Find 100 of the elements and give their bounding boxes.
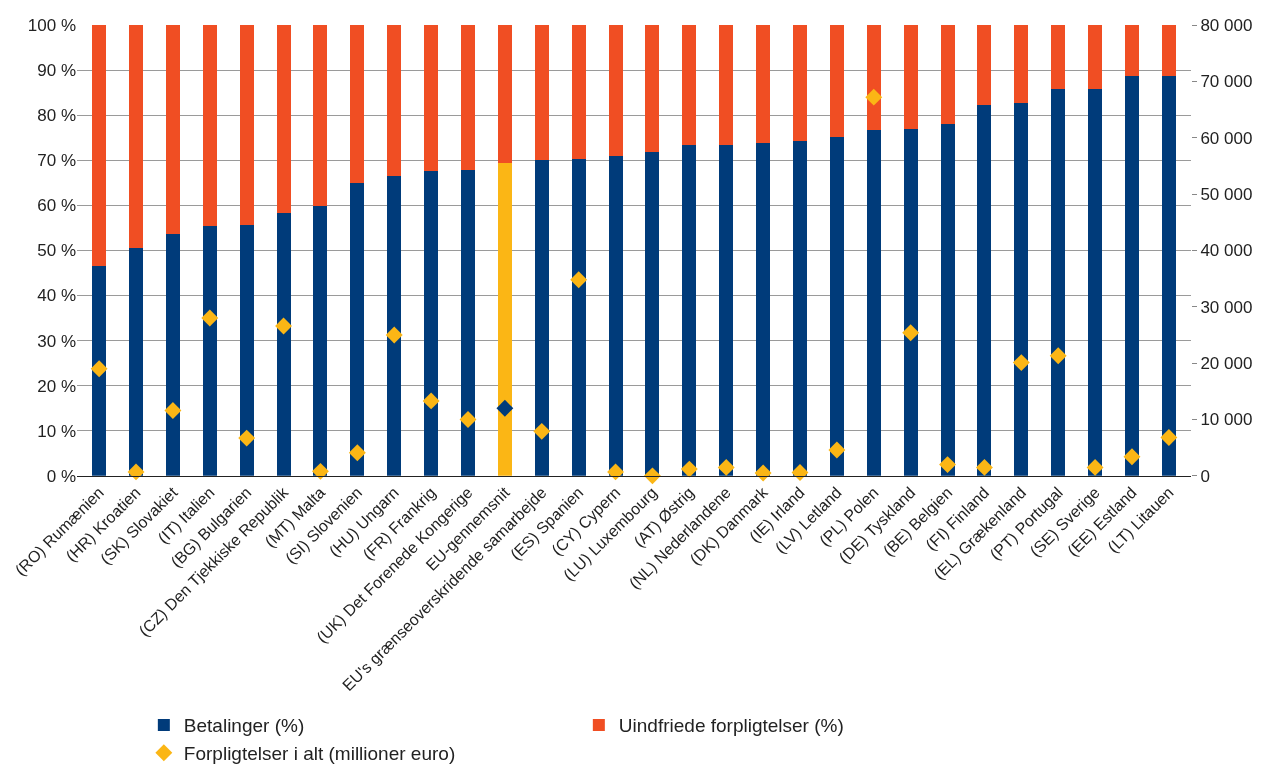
bar bbox=[350, 182, 365, 476]
y2-tick-label: 40 000 bbox=[1200, 241, 1253, 261]
bar bbox=[977, 104, 992, 476]
point bbox=[127, 463, 145, 481]
point bbox=[1160, 429, 1178, 446]
bar bbox=[571, 25, 586, 159]
bar bbox=[534, 25, 549, 161]
bar bbox=[239, 25, 254, 225]
bar bbox=[497, 25, 512, 163]
point bbox=[607, 463, 625, 481]
bar bbox=[719, 25, 734, 145]
bar bbox=[387, 176, 402, 476]
bar bbox=[165, 233, 180, 476]
y-tick-label: 40 % bbox=[37, 286, 76, 306]
bar bbox=[1161, 75, 1176, 476]
y2-tick-label: 30 000 bbox=[1200, 297, 1253, 317]
point bbox=[201, 309, 219, 327]
bar bbox=[977, 25, 992, 105]
bar bbox=[571, 158, 586, 476]
bar bbox=[1088, 89, 1103, 476]
y2-tick-label: 20 000 bbox=[1200, 354, 1253, 374]
bar bbox=[424, 171, 439, 476]
point bbox=[238, 429, 256, 447]
bar bbox=[129, 248, 144, 476]
point bbox=[1123, 448, 1141, 466]
bar bbox=[313, 25, 328, 206]
point bbox=[1086, 458, 1104, 476]
point bbox=[828, 441, 846, 459]
bar bbox=[276, 25, 291, 214]
y2-tick-label: 60 000 bbox=[1200, 128, 1253, 148]
point bbox=[754, 464, 772, 482]
bar bbox=[903, 25, 918, 130]
point bbox=[939, 456, 956, 474]
bar bbox=[1124, 75, 1139, 476]
bar bbox=[1051, 89, 1066, 476]
bar bbox=[866, 130, 881, 476]
point bbox=[680, 460, 698, 478]
bar bbox=[792, 141, 807, 476]
y-tick-label: 70 % bbox=[37, 151, 76, 171]
point bbox=[717, 458, 735, 476]
bar bbox=[534, 160, 549, 476]
bar bbox=[866, 25, 881, 131]
bar bbox=[1161, 25, 1176, 76]
y-tick-label: 0 % bbox=[46, 466, 76, 486]
y2-tick-label: 10 000 bbox=[1200, 410, 1253, 430]
y-tick-label: 100 % bbox=[27, 15, 76, 35]
legend-label: Uindfriede forpligtelser (%) bbox=[618, 715, 844, 737]
bar bbox=[829, 25, 844, 137]
y2-tick-label: 50 000 bbox=[1200, 185, 1253, 205]
bar bbox=[1051, 25, 1066, 90]
bar bbox=[165, 25, 180, 234]
y-tick-label: 20 % bbox=[37, 376, 76, 396]
bar bbox=[645, 152, 660, 476]
point bbox=[385, 326, 403, 344]
point bbox=[1049, 347, 1067, 365]
bar bbox=[682, 145, 697, 476]
bar bbox=[1014, 103, 1029, 476]
y2-tick-label: 70 000 bbox=[1200, 72, 1253, 92]
bar bbox=[1014, 25, 1029, 104]
bar bbox=[202, 25, 217, 227]
point bbox=[164, 402, 182, 419]
point bbox=[275, 317, 293, 335]
point bbox=[533, 422, 551, 440]
y-tick-label: 60 % bbox=[37, 196, 76, 216]
bar bbox=[424, 25, 439, 172]
point bbox=[90, 360, 108, 378]
point bbox=[1012, 354, 1030, 372]
y-tick-label: 80 % bbox=[37, 106, 76, 126]
point bbox=[865, 88, 883, 106]
bar bbox=[682, 25, 697, 146]
legend-label: Betalinger (%) bbox=[183, 715, 305, 737]
point bbox=[348, 444, 366, 462]
bar bbox=[202, 226, 217, 476]
bar bbox=[92, 25, 107, 267]
bar bbox=[350, 25, 365, 183]
y2-tick-label: 0 bbox=[1200, 466, 1210, 486]
bar bbox=[387, 25, 402, 177]
bar bbox=[756, 25, 771, 144]
bar bbox=[1124, 25, 1139, 76]
bar bbox=[608, 155, 623, 476]
bar bbox=[313, 205, 328, 476]
point bbox=[459, 411, 477, 428]
bar bbox=[92, 266, 107, 476]
bar bbox=[461, 25, 476, 171]
bar bbox=[497, 162, 512, 476]
bar bbox=[940, 124, 955, 476]
point bbox=[312, 462, 329, 480]
bar bbox=[829, 136, 844, 476]
point bbox=[902, 324, 920, 342]
bar bbox=[940, 25, 955, 125]
bar bbox=[239, 224, 254, 476]
bar bbox=[276, 213, 291, 476]
bar bbox=[903, 129, 918, 476]
bar bbox=[1088, 25, 1103, 90]
bar bbox=[645, 25, 660, 153]
y2-tick-label: 80 000 bbox=[1200, 15, 1253, 35]
bar bbox=[792, 25, 807, 142]
legend-label: Forpligtelser i alt (millioner euro) bbox=[183, 743, 456, 765]
point bbox=[975, 458, 993, 476]
point bbox=[643, 467, 661, 485]
